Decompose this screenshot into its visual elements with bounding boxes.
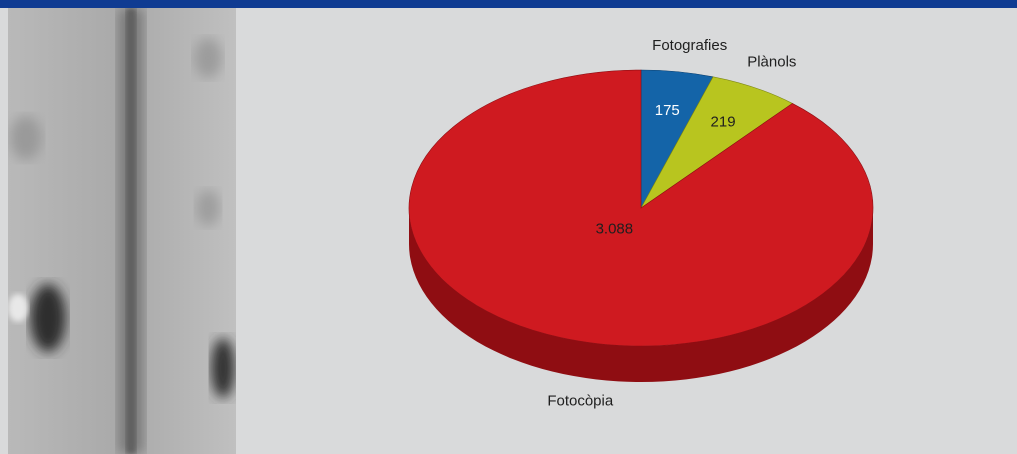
slice-category-label-0: Fotografies xyxy=(652,37,727,54)
slice-value-label-0: 175 xyxy=(655,102,680,119)
pie-side-walls xyxy=(409,208,873,382)
top-bar xyxy=(0,0,1017,8)
pie-top-faces xyxy=(408,69,874,347)
pie-value-labels: 175 219 3.088 xyxy=(596,102,736,237)
decorative-photo xyxy=(8,8,236,454)
slice-category-label-2: Fotocòpia xyxy=(547,392,614,409)
pie-chart: 175 219 3.088 Fotografies Plànols Fotocòpia xyxy=(236,8,1017,454)
pie-slice-side-2 xyxy=(409,208,873,382)
pie-category-labels: Fotografies Plànols Fotocòpia xyxy=(547,37,796,410)
decorative-photo-image xyxy=(8,8,236,454)
slice-category-label-1: Plànols xyxy=(747,53,796,70)
pie-chart-svg: 175 219 3.088 Fotografies Plànols Fotocòpia xyxy=(408,37,874,410)
slice-value-label-2: 3.088 xyxy=(596,220,634,237)
slice-value-label-1: 219 xyxy=(711,113,736,130)
pie-slice-2 xyxy=(408,69,874,347)
